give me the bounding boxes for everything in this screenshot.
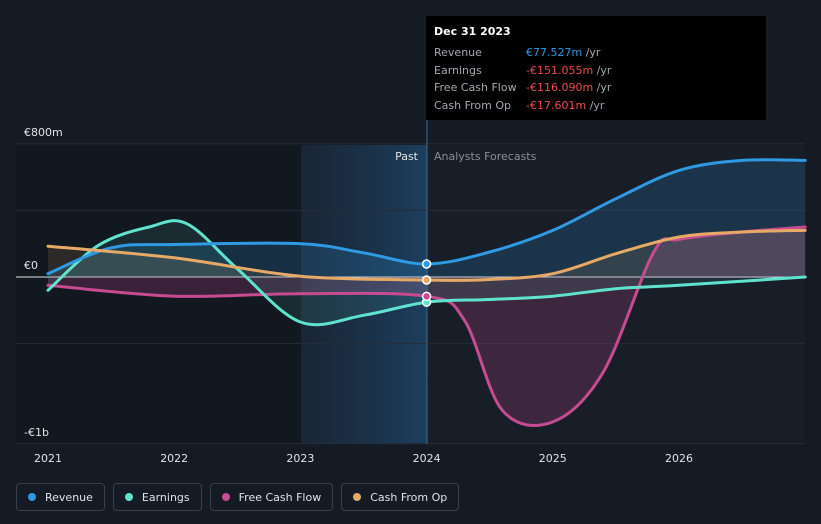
past-label: Past [395, 150, 419, 163]
revenue-marker [421, 259, 432, 269]
gridlines [16, 143, 805, 445]
legend-dot-icon [221, 493, 230, 501]
earnings-area [48, 220, 806, 325]
legend-item-cash-from-op[interactable]: Cash From Op [341, 483, 460, 511]
tooltip-label: Free Cash Flow [434, 81, 517, 94]
forecast-label: Analysts Forecasts [434, 150, 537, 163]
tooltip: Dec 31 2023 Revenue €77.527m /yr Earnings… [426, 16, 766, 120]
tooltip-label: Revenue [434, 46, 482, 59]
series-lines [46, 158, 807, 427]
x-tick-label: 2022 [160, 452, 188, 465]
legend-item-revenue[interactable]: Revenue [16, 483, 105, 511]
legend-label: Earnings [141, 490, 190, 504]
cash-from-op-marker [421, 275, 432, 285]
tooltip-row-cash-from-op: Cash From Op -€17.601m /yr [434, 97, 758, 115]
tooltip-unit: /yr [589, 98, 605, 112]
x-tick-label: 2024 [413, 452, 441, 465]
tooltip-label: Earnings [434, 63, 482, 77]
legend-dot-icon [353, 493, 362, 501]
legend-item-free-cash-flow[interactable]: Free Cash Flow [209, 483, 334, 511]
legend-label: Free Cash Flow [238, 490, 322, 504]
tooltip-value: -€17.601m [526, 98, 587, 112]
tooltip-row-free-cash-flow: Free Cash Flow -€116.090m /yr [434, 79, 758, 97]
tooltip-row-revenue: Revenue €77.527m /yr [434, 44, 758, 62]
tooltip-value: -€151.055m [526, 63, 594, 77]
legend-dot-icon [28, 493, 36, 501]
x-tick-label: 2021 [34, 452, 62, 465]
legend: Revenue Earnings Free Cash Flow Cash Fro… [16, 483, 460, 511]
highlight-markers [421, 259, 432, 307]
x-tick-label: 2025 [539, 452, 567, 465]
revenue-line [46, 158, 807, 276]
y-tick-bottom: -€1b [24, 426, 49, 439]
legend-item-earnings[interactable]: Earnings [112, 483, 202, 511]
earnings-line [46, 219, 807, 327]
tooltip-unit: /yr [596, 63, 612, 77]
tooltip-unit: /yr [585, 46, 601, 59]
free-cash-flow-line [46, 225, 807, 427]
legend-dot-icon [124, 493, 133, 501]
free-cash-flow-area [48, 227, 806, 426]
tooltip-row-earnings: Earnings -€151.055m /yr [434, 62, 758, 80]
y-tick-zero: €0 [24, 259, 38, 272]
tooltip-value: -€116.090m [526, 81, 594, 94]
tooltip-label: Cash From Op [434, 98, 512, 112]
y-tick-top: €800m [24, 126, 63, 139]
free-cash-flow-marker [421, 291, 432, 302]
legend-label: Revenue [45, 490, 93, 504]
x-tick-label: 2023 [286, 452, 314, 465]
tooltip-date: Dec 31 2023 [434, 25, 511, 38]
x-axis-ticks: 2021 2022 2023 2024 2025 2026 [34, 452, 693, 465]
tooltip-value: €77.527m [526, 46, 583, 59]
x-tick-label: 2026 [665, 452, 693, 465]
cash-from-op-line [46, 228, 807, 282]
tooltip-unit: /yr [596, 81, 612, 94]
legend-label: Cash From Op [370, 490, 448, 504]
revenue-area [48, 159, 806, 277]
